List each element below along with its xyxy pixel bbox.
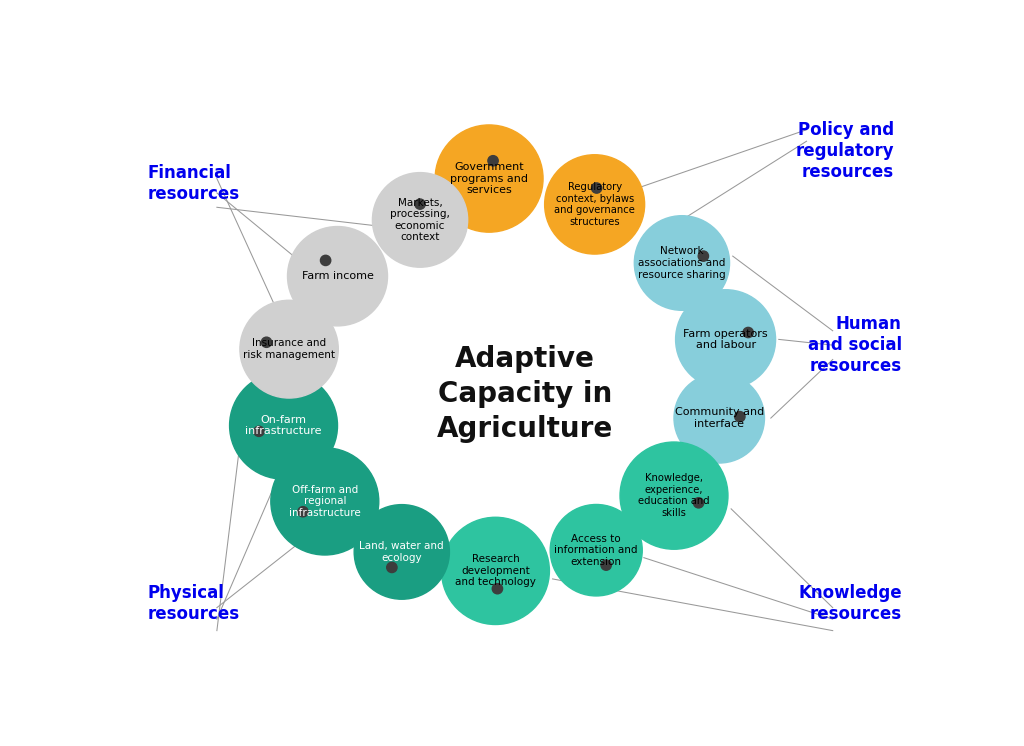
Ellipse shape xyxy=(261,337,271,348)
Text: On-farm
infrastructure: On-farm infrastructure xyxy=(246,415,322,436)
Ellipse shape xyxy=(545,154,645,254)
Text: Adaptive
Capacity in
Agriculture: Adaptive Capacity in Agriculture xyxy=(436,345,613,442)
Text: Community and
interface: Community and interface xyxy=(675,407,764,429)
Ellipse shape xyxy=(321,255,331,266)
Text: Regulatory
context, bylaws
and governance
structures: Regulatory context, bylaws and governanc… xyxy=(554,182,635,227)
Ellipse shape xyxy=(621,442,728,549)
Text: Financial
resources: Financial resources xyxy=(147,164,240,203)
Text: Insurance and
risk management: Insurance and risk management xyxy=(243,339,335,360)
Ellipse shape xyxy=(674,373,765,463)
Ellipse shape xyxy=(693,498,703,508)
Ellipse shape xyxy=(387,562,397,573)
Ellipse shape xyxy=(254,426,264,436)
Ellipse shape xyxy=(441,517,550,624)
Ellipse shape xyxy=(698,251,709,261)
Ellipse shape xyxy=(493,583,503,594)
Text: Farm operators
and labour: Farm operators and labour xyxy=(683,328,768,350)
Ellipse shape xyxy=(373,172,468,267)
Ellipse shape xyxy=(435,125,543,232)
Ellipse shape xyxy=(634,216,729,310)
Text: Farm income: Farm income xyxy=(302,272,374,281)
Text: Knowledge
resources: Knowledge resources xyxy=(798,584,902,623)
Ellipse shape xyxy=(229,372,338,479)
Ellipse shape xyxy=(240,301,338,398)
Ellipse shape xyxy=(550,504,642,596)
Ellipse shape xyxy=(487,156,499,166)
Ellipse shape xyxy=(415,199,425,209)
Ellipse shape xyxy=(601,560,611,570)
Text: Markets,
processing,
economic
context: Markets, processing, economic context xyxy=(390,198,450,242)
Text: Physical
resources: Physical resources xyxy=(147,584,240,623)
Ellipse shape xyxy=(270,448,379,555)
Ellipse shape xyxy=(298,507,308,517)
Ellipse shape xyxy=(734,412,745,421)
Text: Network
associations and
resource sharing: Network associations and resource sharin… xyxy=(638,246,726,280)
Ellipse shape xyxy=(676,289,775,389)
Ellipse shape xyxy=(354,504,450,599)
Ellipse shape xyxy=(592,183,602,193)
Text: Policy and
regulatory
resources: Policy and regulatory resources xyxy=(796,121,894,181)
Text: Access to
information and
extension: Access to information and extension xyxy=(554,533,638,567)
Text: Knowledge,
experience,
education and
skills: Knowledge, experience, education and ski… xyxy=(638,473,710,518)
Ellipse shape xyxy=(743,327,754,338)
Text: Government
programs and
services: Government programs and services xyxy=(451,162,528,195)
Text: Land, water and
ecology: Land, water and ecology xyxy=(359,541,444,562)
Text: Human
and social
resources: Human and social resources xyxy=(808,316,902,375)
Text: Off-farm and
regional
infrastructure: Off-farm and regional infrastructure xyxy=(289,485,360,518)
Text: Research
development
and technology: Research development and technology xyxy=(455,554,536,588)
Ellipse shape xyxy=(288,227,387,326)
